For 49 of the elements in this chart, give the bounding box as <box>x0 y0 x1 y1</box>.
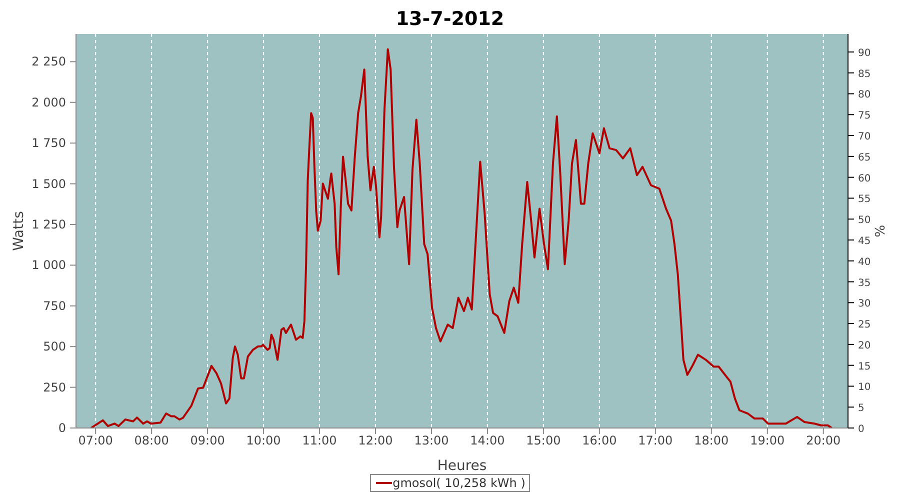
y2-axis-title: % <box>874 224 889 238</box>
y-tick-label: 500 <box>43 340 66 354</box>
y2-tick-label: 0 <box>858 424 864 435</box>
y2-tick-label: 70 <box>858 132 871 143</box>
x-tick-label: 10:00 <box>246 434 281 448</box>
y2-tick-label: 30 <box>858 298 871 310</box>
y2-tick-label: 5 <box>858 403 864 414</box>
y2-tick-label: 75 <box>858 110 871 122</box>
y-tick-label: 2 000 <box>32 95 66 110</box>
line-series <box>90 48 833 428</box>
y-tick-label: 1 500 <box>32 176 66 191</box>
x-tick-label: 11:00 <box>302 434 337 448</box>
y2-tick-label: 50 <box>858 215 871 226</box>
x-tick-label: 12:00 <box>358 434 393 448</box>
y-tick-label: 750 <box>43 298 66 313</box>
y2-tick-label: 25 <box>858 320 871 331</box>
y2-tick-label: 65 <box>858 152 871 164</box>
y2-tick-label: 10 <box>858 382 871 394</box>
y2-tick-label: 15 <box>858 361 871 372</box>
chart-title: 13-7-2012 <box>394 8 506 32</box>
x-tick-label: 08:00 <box>134 434 169 448</box>
x-tick-label: 18:00 <box>694 434 729 448</box>
y2-tick-label: 40 <box>858 256 871 268</box>
y-tick-label: 250 <box>43 380 66 394</box>
x-tick-label: 17:00 <box>638 434 673 448</box>
y2-tick-label: 45 <box>858 236 871 247</box>
y-tick-label: 1 250 <box>32 217 66 232</box>
y2-tick-label: 20 <box>858 340 871 352</box>
y2-tick-label: 60 <box>858 173 871 184</box>
y-tick-label: 0 <box>58 421 66 435</box>
x-tick-label: 13:00 <box>414 434 449 448</box>
y2-tick-label: 85 <box>858 68 871 80</box>
x-tick-label: 19:00 <box>750 434 785 448</box>
x-tick-label: 15:00 <box>526 434 561 448</box>
y-tick-label: 1 000 <box>32 258 66 272</box>
y2-tick-label: 80 <box>858 90 871 101</box>
x-axis-title: Heures <box>437 458 487 474</box>
y2-tick-label: 35 <box>858 278 871 289</box>
y2-tick-label: 55 <box>858 194 871 206</box>
x-tick-label: 20:00 <box>806 434 841 448</box>
legend-label: gmosol( 10,258 kWh ) <box>392 476 526 490</box>
y-tick-label: 1 750 <box>32 136 66 150</box>
x-tick-label: 14:00 <box>470 434 505 448</box>
y-tick-label: 2 250 <box>32 54 66 69</box>
x-tick-label: 09:00 <box>190 434 225 448</box>
x-tick-label: 16:00 <box>582 434 617 448</box>
y2-tick-label: 90 <box>858 48 871 59</box>
y-axis-title: Watts <box>10 211 27 251</box>
x-tick-label: 07:00 <box>78 434 113 448</box>
